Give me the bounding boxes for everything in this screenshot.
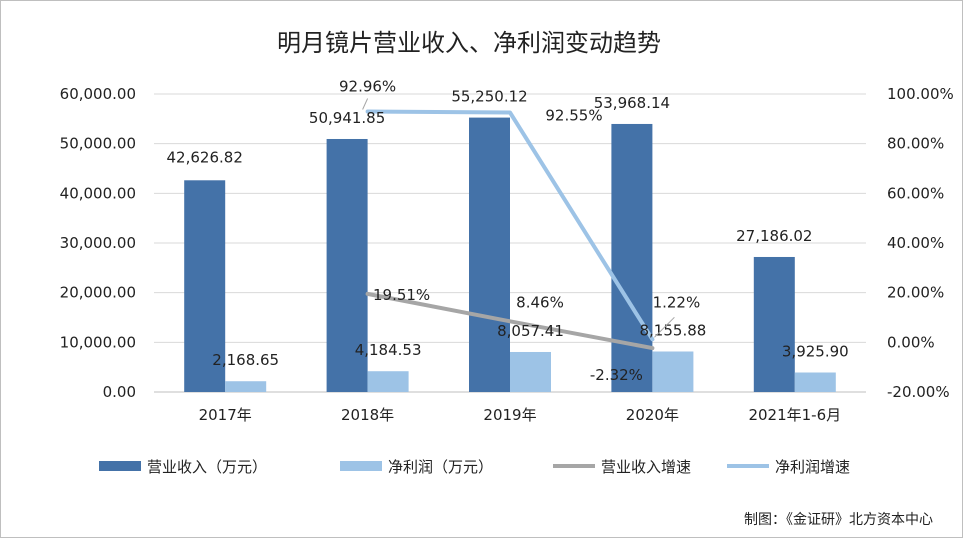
bar-label-profit: 4,184.53: [355, 341, 422, 359]
bar-label-revenue: 50,941.85: [309, 109, 385, 127]
line-label-revenue-growth: -2.32%: [590, 366, 643, 384]
bar-profit: [225, 381, 267, 392]
y-right-tick-label: 0.00%: [887, 333, 935, 351]
x-axis: 2017年 2018年 2019年 2020年 2021年1-6月: [199, 406, 842, 424]
bar-label-revenue: 55,250.12: [451, 88, 527, 106]
y-left-tick-label: 50,000.00: [60, 135, 136, 153]
y-left-tick-label: 20,000.00: [60, 284, 136, 302]
label-leader-line: [362, 98, 369, 110]
bar-revenue: [753, 256, 795, 392]
y-axis-right: 100.00% 80.00% 60.00% 40.00% 20.00% 0.00% -20.…: [887, 85, 954, 401]
legend-swatch: [99, 461, 141, 471]
bar-label-profit: 3,925.90: [782, 343, 849, 361]
legend-label: 营业收入增速: [601, 458, 691, 476]
bar-label-profit: 2,168.65: [212, 351, 279, 369]
bar-profit: [652, 351, 694, 392]
bar-revenue: [611, 123, 653, 392]
y-left-tick-label: 30,000.00: [60, 234, 136, 252]
bar-revenue: [469, 117, 510, 393]
bar-label-revenue: 42,626.82: [167, 148, 243, 166]
legend-label: 净利润（万元）: [388, 458, 493, 476]
y-right-tick-label: -20.00%: [887, 383, 950, 401]
bar-label-revenue: 27,186.02: [736, 227, 812, 245]
growth-line: [365, 109, 655, 342]
bar-label-profit: 8,155.88: [640, 321, 707, 339]
y-left-tick-label: 0.00: [103, 383, 136, 401]
growth-lines: [365, 109, 655, 351]
y-right-tick-label: 20.00%: [887, 284, 944, 302]
growth-line: [365, 291, 655, 351]
y-right-tick-label: 80.00%: [887, 135, 944, 153]
y-right-tick-label: 40.00%: [887, 234, 944, 252]
line-label-profit-growth: 92.55%: [545, 107, 602, 125]
source-note: 制图：《金证研》北方资本中心: [744, 512, 933, 528]
x-category-label: 2021年1-6月: [748, 406, 841, 424]
y-axis-left: 60,000.00 50,000.00 40,000.00 30,000.00 20,0…: [60, 85, 136, 401]
bars: [184, 117, 836, 393]
label-leader-line: [654, 316, 675, 338]
y-left-tick-label: 10,000.00: [60, 333, 136, 351]
legend-label: 净利润增速: [775, 458, 850, 476]
y-right-tick-label: 100.00%: [887, 85, 954, 103]
data-labels: 42,626.82 50,941.85 55,250.12 53,968.14 27,1…: [167, 77, 849, 384]
bar-revenue: [184, 180, 226, 392]
y-right-tick-label: 60.00%: [887, 184, 944, 202]
legend: 营业收入（万元） 净利润（万元） 营业收入增速 净利润增速: [99, 458, 850, 476]
line-label-revenue-growth: 19.51%: [373, 286, 430, 304]
line-label-profit-growth: 1.22%: [653, 293, 701, 311]
x-category-label: 2020年: [626, 406, 679, 424]
x-category-label: 2017年: [199, 406, 252, 424]
x-category-label: 2018年: [341, 406, 394, 424]
bar-profit: [367, 371, 409, 392]
line-label-profit-growth: 92.96%: [339, 77, 396, 95]
legend-label: 营业收入（万元）: [147, 458, 267, 476]
bar-label-profit: 8,057.41: [497, 322, 564, 340]
line-label-revenue-growth: 8.46%: [516, 293, 564, 311]
bar-profit: [794, 372, 836, 392]
bar-label-revenue: 53,968.14: [594, 94, 670, 112]
chart-title: 明月镜片营业收入、净利润变动趋势: [277, 29, 661, 57]
legend-swatch: [340, 461, 382, 471]
bar-profit: [510, 351, 551, 392]
bar-revenue: [326, 138, 368, 392]
x-category-label: 2019年: [483, 406, 536, 424]
y-left-tick-label: 40,000.00: [60, 184, 136, 202]
y-left-tick-label: 60,000.00: [60, 85, 136, 103]
